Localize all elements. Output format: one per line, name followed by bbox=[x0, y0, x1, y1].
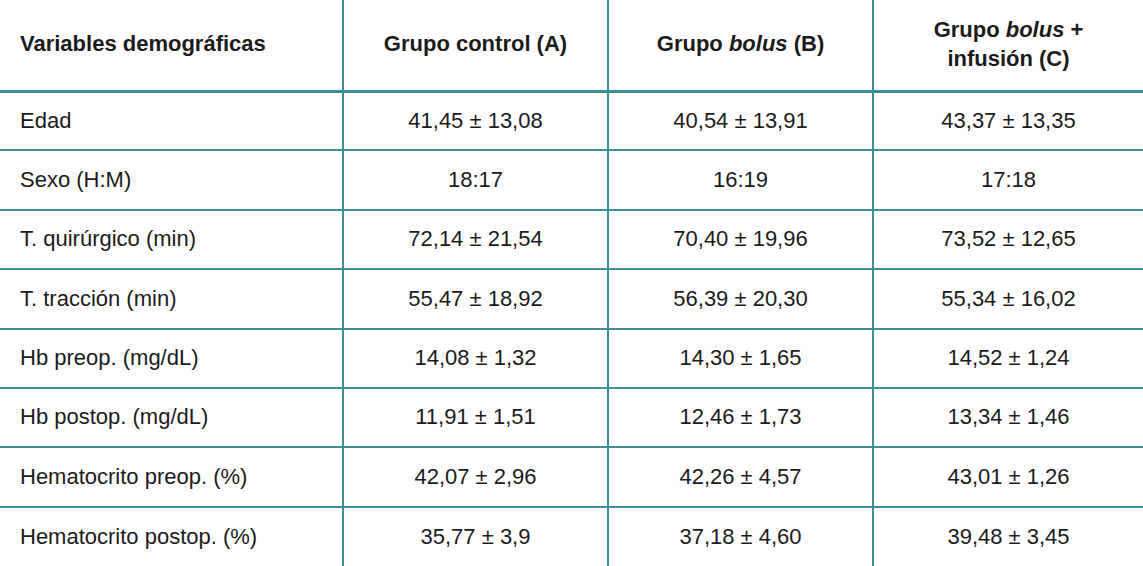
cell-value-c: 39,48 ± 3,45 bbox=[873, 507, 1143, 566]
cell-value-b: 40,54 ± 13,91 bbox=[608, 91, 873, 150]
header-cell-group-control-a: Grupo control (A) bbox=[343, 0, 608, 91]
header-cell-group-bolus-infusion-c: Grupo bolus + infusión (C) bbox=[873, 0, 1143, 91]
row-label: Hb preop. (mg/dL) bbox=[0, 329, 343, 388]
cell-value-c: 43,37 ± 13,35 bbox=[873, 91, 1143, 150]
table-row-hematocrito-postop: Hematocrito postop. (%) 35,77 ± 3,9 37,1… bbox=[0, 507, 1143, 566]
cell-value-b: 12,46 ± 1,73 bbox=[608, 388, 873, 447]
cell-value-a: 42,07 ± 2,96 bbox=[343, 447, 608, 506]
cell-value-b: 14,30 ± 1,65 bbox=[608, 329, 873, 388]
row-label: Hematocrito postop. (%) bbox=[0, 507, 343, 566]
cell-value-b: 56,39 ± 20,30 bbox=[608, 269, 873, 328]
table-row-hematocrito-preop: Hematocrito preop. (%) 42,07 ± 2,96 42,2… bbox=[0, 447, 1143, 506]
table-header: Variables demográficas Grupo control (A)… bbox=[0, 0, 1143, 91]
cell-value-a: 72,14 ± 21,54 bbox=[343, 210, 608, 269]
table-row-edad: Edad 41,45 ± 13,08 40,54 ± 13,91 43,37 ±… bbox=[0, 91, 1143, 150]
cell-value-c: 14,52 ± 1,24 bbox=[873, 329, 1143, 388]
header-label-group-bolus-b-italic: bolus bbox=[729, 31, 788, 56]
cell-value-c: 73,52 ± 12,65 bbox=[873, 210, 1143, 269]
table-body: Edad 41,45 ± 13,08 40,54 ± 13,91 43,37 ±… bbox=[0, 91, 1143, 566]
header-label-group-bolus-c-italic: bolus bbox=[1006, 17, 1065, 42]
cell-value-a: 35,77 ± 3,9 bbox=[343, 507, 608, 566]
cell-value-b: 16:19 bbox=[608, 150, 873, 209]
header-label-group-bolus-c-pre: Grupo bbox=[934, 17, 1006, 42]
cell-value-c: 13,34 ± 1,46 bbox=[873, 388, 1143, 447]
row-label: T. tracción (min) bbox=[0, 269, 343, 328]
header-row: Variables demográficas Grupo control (A)… bbox=[0, 0, 1143, 91]
demographics-table: Variables demográficas Grupo control (A)… bbox=[0, 0, 1143, 566]
table-row-hb-preop: Hb preop. (mg/dL) 14,08 ± 1,32 14,30 ± 1… bbox=[0, 329, 1143, 388]
cell-value-c: 43,01 ± 1,26 bbox=[873, 447, 1143, 506]
row-label: Sexo (H:M) bbox=[0, 150, 343, 209]
cell-value-a: 41,45 ± 13,08 bbox=[343, 91, 608, 150]
header-label-variables: Variables demográficas bbox=[20, 31, 266, 56]
cell-value-c: 17:18 bbox=[873, 150, 1143, 209]
header-label-group-bolus-c-post: + bbox=[1064, 17, 1083, 42]
cell-value-b: 37,18 ± 4,60 bbox=[608, 507, 873, 566]
row-label: Hb postop. (mg/dL) bbox=[0, 388, 343, 447]
table-row-t-quirurgico: T. quirúrgico (min) 72,14 ± 21,54 70,40 … bbox=[0, 210, 1143, 269]
row-label: Edad bbox=[0, 91, 343, 150]
row-label: T. quirúrgico (min) bbox=[0, 210, 343, 269]
cell-value-c: 55,34 ± 16,02 bbox=[873, 269, 1143, 328]
table-row-t-traccion: T. tracción (min) 55,47 ± 18,92 56,39 ± … bbox=[0, 269, 1143, 328]
header-cell-group-bolus-b: Grupo bolus (B) bbox=[608, 0, 873, 91]
page: Variables demográficas Grupo control (A)… bbox=[0, 0, 1143, 566]
cell-value-a: 11,91 ± 1,51 bbox=[343, 388, 608, 447]
header-label-group-bolus-b-pre: Grupo bbox=[657, 31, 729, 56]
cell-value-a: 55,47 ± 18,92 bbox=[343, 269, 608, 328]
header-label-group-bolus-c-line2: infusión (C) bbox=[947, 46, 1069, 71]
cell-value-b: 42,26 ± 4,57 bbox=[608, 447, 873, 506]
header-label-group-control-a: Grupo control (A) bbox=[384, 31, 567, 56]
table-row-sexo: Sexo (H:M) 18:17 16:19 17:18 bbox=[0, 150, 1143, 209]
header-cell-variables: Variables demográficas bbox=[0, 0, 343, 91]
cell-value-a: 18:17 bbox=[343, 150, 608, 209]
table-row-hb-postop: Hb postop. (mg/dL) 11,91 ± 1,51 12,46 ± … bbox=[0, 388, 1143, 447]
header-label-group-bolus-b-post: (B) bbox=[788, 31, 825, 56]
cell-value-b: 70,40 ± 19,96 bbox=[608, 210, 873, 269]
row-label: Hematocrito preop. (%) bbox=[0, 447, 343, 506]
cell-value-a: 14,08 ± 1,32 bbox=[343, 329, 608, 388]
